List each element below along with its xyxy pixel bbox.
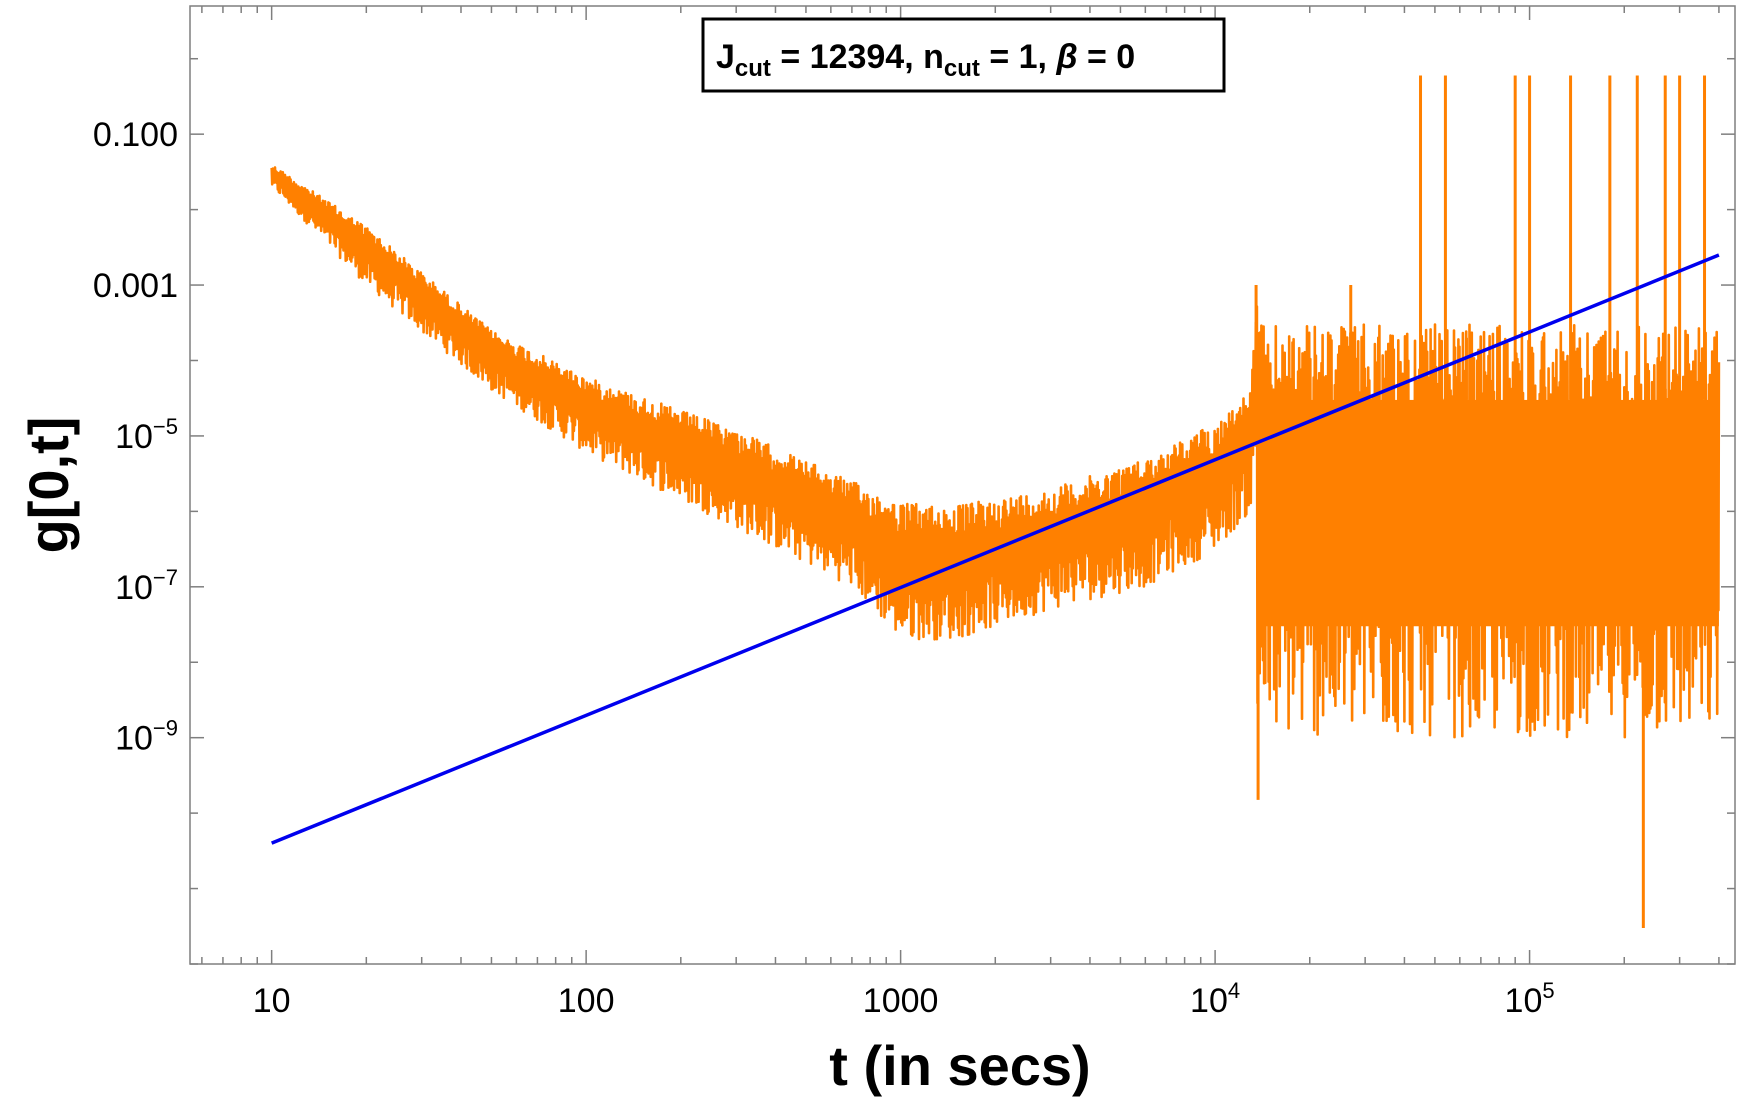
plot-frame [189,5,1736,965]
axis-ticks [190,6,1735,965]
blue-series-line [270,253,1720,845]
tick-labels: 10 100 1000 104 105 0.100 0.001 10−5 10−7 10−9 [93,116,1555,1020]
x-tick-label: 10 [253,982,291,1020]
orange-dense-band [1257,399,1719,627]
x-tick-label: 104 [1190,978,1240,1020]
x-tick-label: 1000 [863,982,939,1020]
y-tick-label: 10−7 [115,565,178,607]
blue-series [270,253,1720,845]
y-axis-title: g[0,t] [17,417,80,554]
x-tick-label: 100 [558,982,615,1020]
annotation-box: Jcut = 12394, ncut = 1, β = 0 [701,17,1226,93]
y-tick-label: 10−5 [115,414,178,456]
annotation-text: Jcut = 12394, ncut = 1, β = 0 [716,38,1135,82]
x-tick-label: 105 [1505,978,1555,1020]
y-tick-label: 0.001 [93,267,178,305]
orange-series [270,75,1721,929]
y-tick-label: 10−9 [115,716,178,758]
y-tick-label: 0.100 [93,116,178,154]
x-axis-title: t (in secs) [829,1034,1090,1097]
